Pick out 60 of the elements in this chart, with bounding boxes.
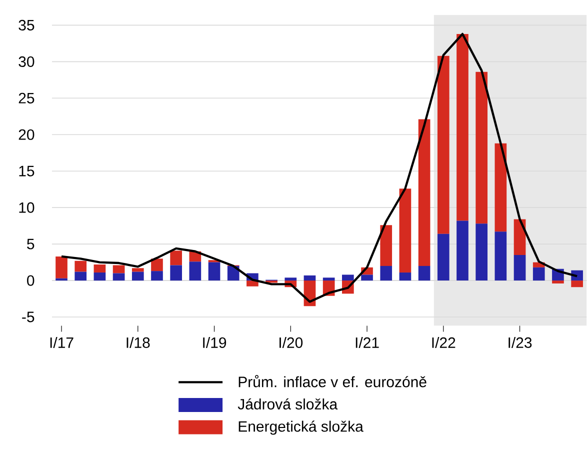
bar: [112, 265, 125, 274]
bar: [112, 273, 125, 281]
bar: [189, 262, 202, 281]
y-tick-label: 25: [18, 93, 34, 104]
bar: [246, 280, 258, 287]
bar: [418, 119, 430, 266]
bar: [227, 266, 240, 281]
y-tick-label: 20: [18, 129, 34, 140]
x-tick-label: I/17: [50, 337, 74, 348]
bar: [399, 188, 412, 273]
legend-label: Prům. inflace v ef. eurozóně: [238, 375, 426, 388]
bar: [170, 265, 182, 281]
bar: [208, 262, 220, 281]
x-tick-label: I/20: [280, 337, 303, 348]
bar: [74, 261, 87, 272]
bar: [342, 274, 354, 281]
legend-label: Jádrová složka: [238, 398, 338, 410]
bar: [94, 264, 106, 273]
x-tick-label: I/23: [508, 337, 532, 348]
bar: [456, 220, 468, 281]
bar: [571, 280, 583, 288]
x-tick-label: I/22: [432, 337, 456, 348]
y-tick-label: 0: [27, 275, 34, 286]
bar: [532, 268, 545, 281]
y-tick-label: 15: [19, 166, 34, 176]
bar: [380, 266, 392, 281]
bar: [476, 72, 488, 224]
bar: [284, 278, 297, 281]
bar: [322, 278, 335, 281]
legend-label: Energetická složka: [238, 420, 364, 435]
bar: [304, 276, 316, 281]
bar: [514, 255, 526, 281]
bar: [437, 56, 450, 234]
bar: [380, 225, 392, 266]
x-tick-label: I/19: [203, 337, 226, 348]
y-tick-label: 35: [18, 20, 34, 31]
line-series: [60, 33, 578, 303]
bar: [361, 274, 373, 281]
bar: [151, 271, 163, 281]
y-tick-label: 10: [19, 202, 34, 214]
bar: [552, 280, 564, 284]
bar: [494, 232, 507, 281]
bar: [151, 258, 163, 272]
bar: [132, 272, 144, 281]
bar: [456, 34, 468, 221]
bar: [437, 234, 450, 281]
bar: [476, 224, 488, 281]
bar: [418, 266, 430, 281]
x-tick-label: I/18: [126, 337, 150, 348]
bar: [399, 272, 412, 281]
bar: [132, 268, 144, 272]
bar: [94, 272, 106, 281]
bar: [74, 272, 87, 281]
y-tick-label: -5: [22, 312, 34, 322]
x-tick-label: I/21: [356, 337, 379, 348]
bar: [170, 250, 182, 266]
bar: [56, 256, 68, 279]
bar: [494, 144, 507, 232]
y-tick-label: 30: [18, 56, 34, 68]
y-tick-label: 5: [27, 238, 34, 250]
